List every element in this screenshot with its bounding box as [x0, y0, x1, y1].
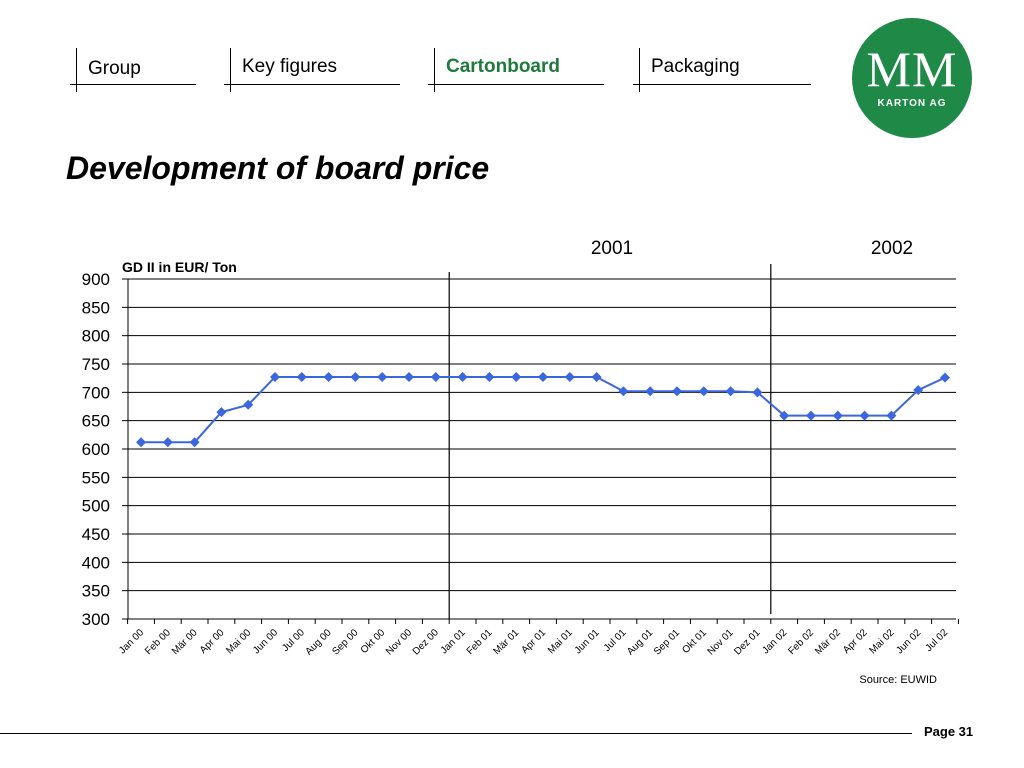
data-point	[243, 399, 254, 410]
x-tick-label: Feb 01	[465, 627, 495, 657]
x-tick-label: Jan 00	[117, 627, 146, 656]
data-point	[645, 386, 656, 397]
y-tick-label: 800	[82, 327, 110, 346]
x-tick-label: Mär 00	[170, 627, 200, 657]
x-tick-label: Okt 00	[359, 627, 388, 656]
price-line	[141, 376, 946, 444]
y-tick-label: 400	[82, 553, 110, 572]
x-tick-label: Apr 02	[841, 627, 870, 656]
tab-label: Cartonboard	[446, 56, 560, 77]
tab-underline	[70, 84, 196, 85]
x-tick-label: Jun 02	[894, 627, 923, 656]
x-tick-label: Dez 01	[732, 627, 762, 657]
x-tick-label: Apr 01	[520, 627, 549, 656]
page-title: Development of board price	[66, 150, 490, 186]
tab-divider	[76, 48, 77, 92]
data-point	[457, 372, 468, 383]
x-tick-label: Feb 02	[786, 627, 816, 657]
x-tick-label: Nov 00	[384, 627, 414, 657]
page-number: Page 31	[924, 724, 974, 739]
data-point	[832, 410, 843, 421]
y-tick-label: 300	[82, 610, 110, 629]
y-axis-title: GD II in EUR/ Ton	[122, 259, 237, 275]
tab-underline	[428, 84, 604, 85]
x-tick-label: Jan 02	[760, 627, 789, 656]
data-point	[189, 437, 200, 448]
data-point	[404, 372, 414, 383]
x-tick-label: Sep 00	[330, 627, 360, 657]
tab-divider	[639, 48, 640, 92]
data-point	[859, 410, 870, 421]
y-tick-label: 500	[82, 497, 110, 516]
data-point	[216, 407, 227, 418]
tab-label: Key figures	[242, 56, 338, 77]
footer-divider	[0, 733, 912, 734]
x-tick-label: Aug 00	[304, 627, 334, 657]
data-point	[511, 372, 522, 383]
x-tick-label: Aug 01	[625, 627, 655, 657]
mm-karton-logo: MM KARTON AG	[852, 18, 972, 138]
x-tick-label: Sep 01	[652, 627, 682, 657]
data-point	[940, 372, 950, 383]
tab-label: Group	[88, 58, 141, 79]
data-point	[698, 386, 709, 397]
x-tick-label: Jun 01	[573, 627, 602, 656]
x-tick-label: Jun 00	[251, 627, 280, 656]
tab-underline	[224, 84, 400, 85]
x-tick-label: Mär 01	[492, 627, 522, 657]
logo-subtitle: KARTON AG	[877, 98, 947, 109]
x-tick-label: Mai 02	[868, 627, 897, 656]
y-tick-label: 700	[82, 383, 110, 402]
x-tick-label: Jan 01	[439, 627, 468, 656]
data-point	[618, 386, 629, 397]
data-point	[162, 437, 173, 448]
x-tick-label: Jul 02	[923, 627, 950, 654]
data-point	[564, 372, 575, 383]
logo-mark: MM	[866, 41, 958, 97]
data-point	[484, 372, 495, 383]
x-tick-label: Mär 02	[813, 627, 843, 657]
x-tick-label: Dez 00	[411, 627, 441, 657]
data-point	[350, 372, 361, 383]
data-point	[538, 372, 548, 383]
y-tick-label: 850	[82, 298, 110, 317]
data-point	[752, 387, 763, 398]
x-tick-label: Nov 01	[706, 627, 736, 657]
y-tick-label: 750	[82, 355, 110, 374]
year-label: 2001	[591, 238, 633, 259]
x-tick-label: Mai 00	[224, 627, 253, 656]
y-tick-label: 550	[82, 468, 110, 487]
y-tick-label: 450	[82, 525, 110, 544]
data-point	[725, 386, 736, 397]
data-point	[377, 372, 388, 383]
data-point	[913, 385, 924, 396]
data-point	[323, 372, 334, 383]
y-tick-label: 600	[82, 440, 110, 459]
data-point	[430, 372, 441, 383]
data-point	[296, 372, 307, 383]
tab-divider	[230, 48, 231, 92]
data-point	[886, 410, 897, 421]
y-tick-label: 900	[82, 270, 110, 289]
x-tick-label: Apr 00	[198, 627, 227, 656]
x-tick-label: Okt 01	[680, 627, 709, 656]
data-point	[779, 410, 790, 421]
data-point	[591, 372, 602, 383]
tab-underline	[633, 84, 811, 85]
tab-divider	[434, 48, 435, 92]
y-tick-label: 350	[82, 582, 110, 601]
x-tick-label: Feb 00	[143, 627, 173, 657]
data-point	[136, 437, 146, 448]
data-point	[270, 372, 280, 383]
year-label: 2002	[871, 238, 913, 259]
x-tick-label: Mai 01	[546, 627, 575, 656]
y-tick-label: 650	[82, 412, 110, 431]
data-point	[672, 386, 682, 397]
tab-label: Packaging	[651, 56, 740, 77]
source-note: Source: EUWID	[859, 674, 937, 686]
data-point	[806, 410, 816, 421]
